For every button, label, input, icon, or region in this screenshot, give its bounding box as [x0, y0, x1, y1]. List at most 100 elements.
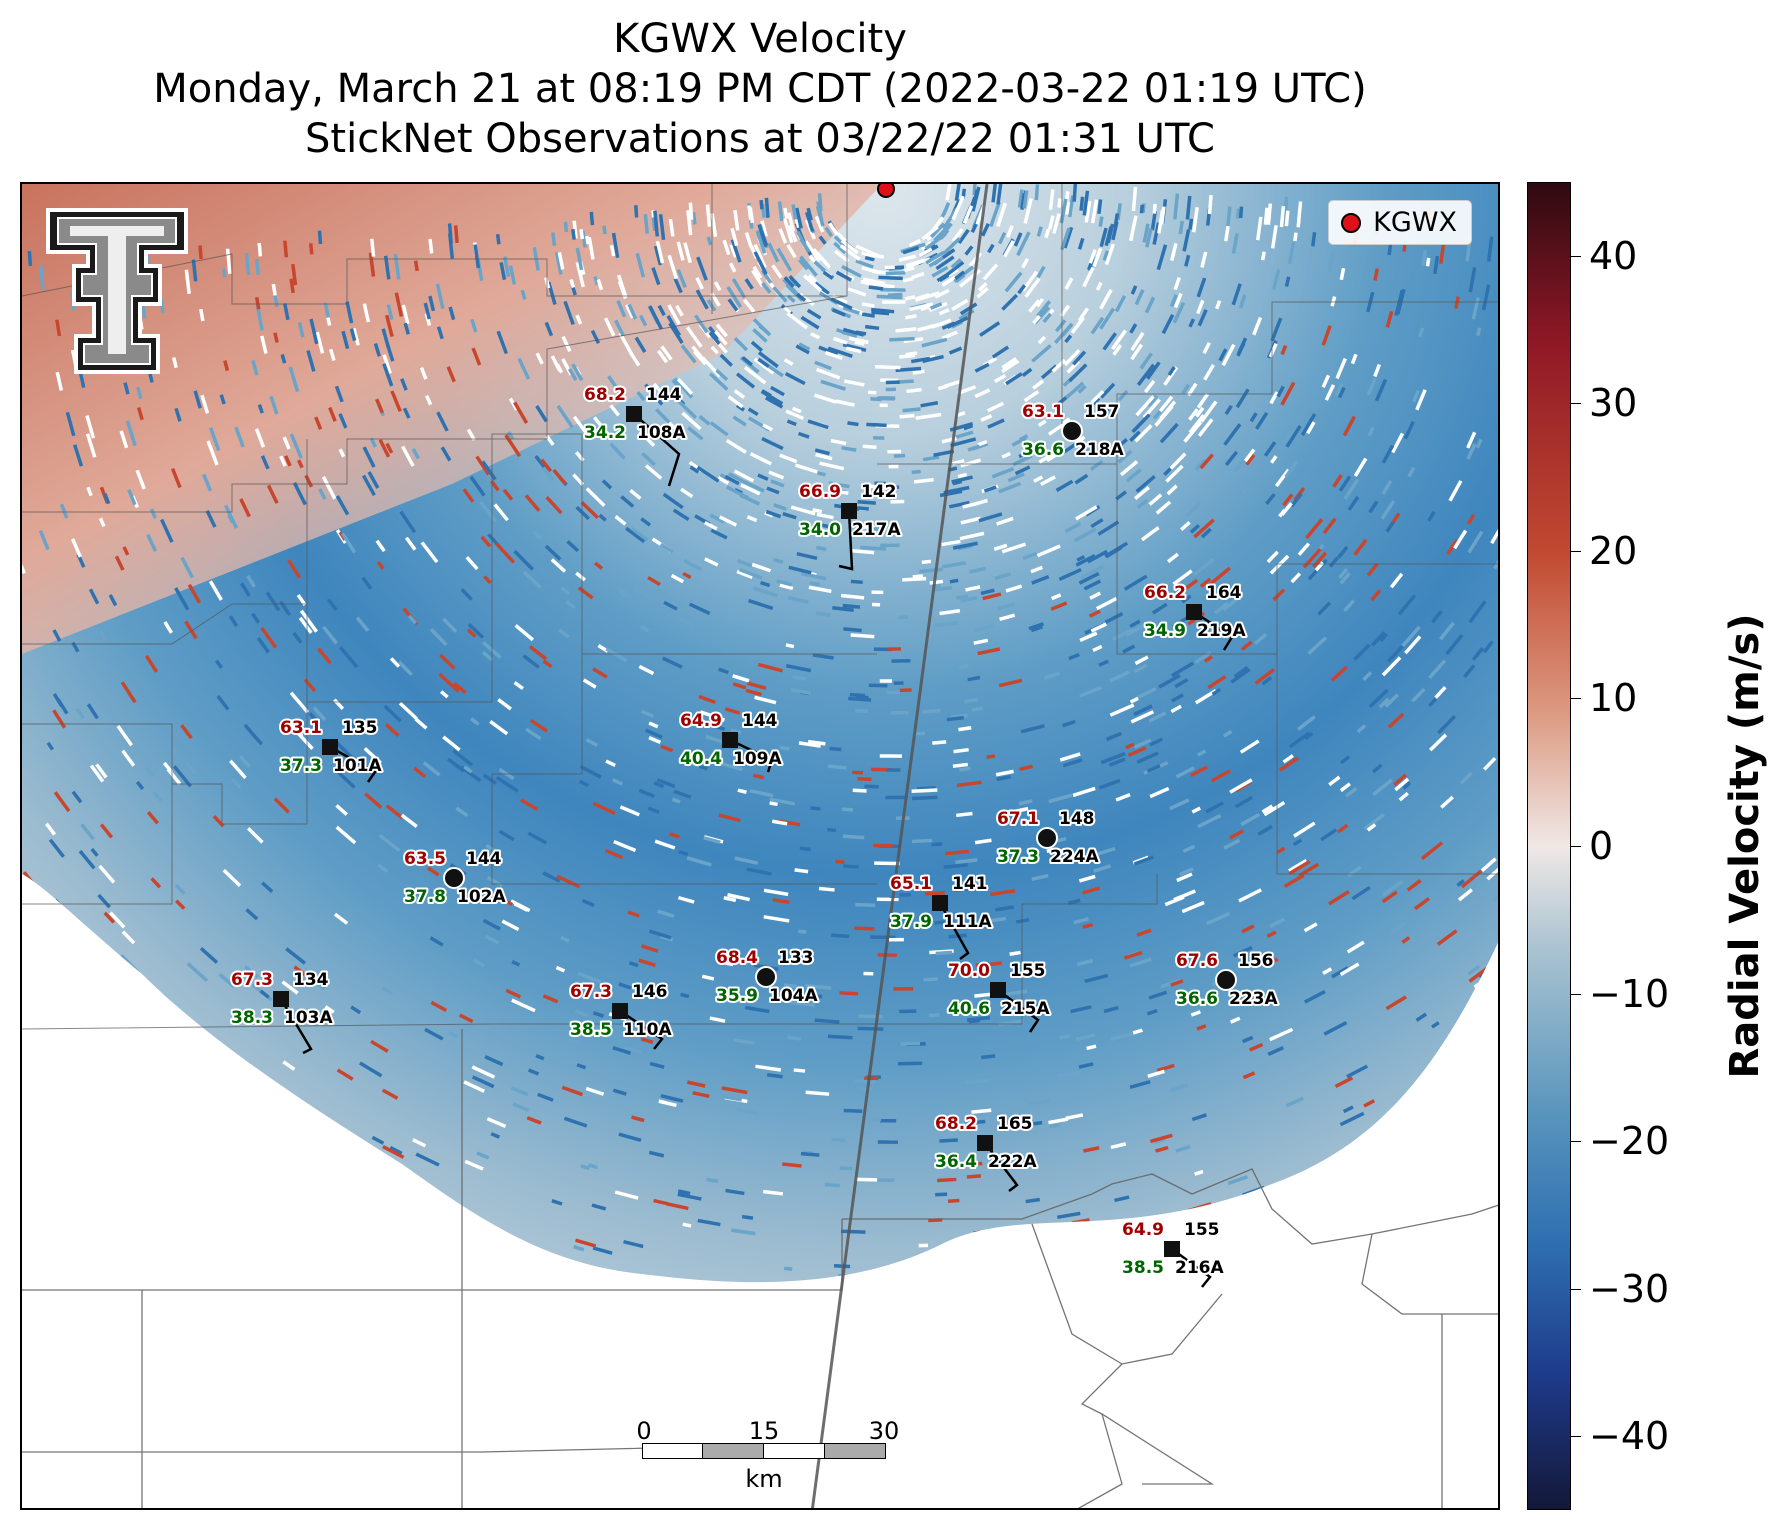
wind-barb	[1193, 610, 1234, 651]
colorbar-tick	[1571, 846, 1581, 847]
station-temperature: 66.2	[1144, 583, 1186, 603]
colorbar-tick	[1571, 698, 1581, 700]
stations-layer: 68.2 144 34.2 108A 63.1 157 36.6 218A 66.9 142 34.…	[229, 383, 1280, 1288]
station-id: 224A	[1050, 847, 1099, 867]
station-temperature: 67.1	[997, 809, 1039, 829]
velocity-field	[22, 184, 1498, 1283]
station-dewpoint: 37.3	[997, 847, 1039, 867]
station-temperature: 70.0	[948, 961, 990, 981]
colorbar-tick-label: 30	[1589, 381, 1638, 426]
station-pressure: 144	[466, 849, 502, 869]
colorbar-gradient	[1527, 182, 1571, 1510]
wind-barb	[838, 510, 854, 571]
wind-barb	[1171, 1247, 1212, 1288]
texas-tech-double-t-logo	[46, 208, 188, 374]
station-id: 103A	[284, 1008, 333, 1028]
station-temperature: 68.2	[584, 385, 626, 405]
station-temperature: 67.3	[231, 970, 273, 990]
station-id: 223A	[1229, 989, 1278, 1009]
scale-label-30: 30	[868, 1417, 900, 1445]
scale-label-15: 15	[748, 1417, 780, 1445]
station-pressure: 164	[1206, 583, 1242, 603]
station-id: 101A	[333, 756, 382, 776]
station-108A: 68.2 144 34.2 108A	[582, 383, 688, 487]
station-marker-square	[932, 895, 948, 911]
station-pressure: 148	[1059, 809, 1095, 829]
station-dewpoint: 36.6	[1176, 989, 1218, 1009]
title-radar: KGWX Velocity	[613, 16, 907, 62]
station-dewpoint: 34.0	[799, 520, 841, 540]
colorbar-tick	[1571, 1288, 1581, 1290]
station-pressure: 155	[1184, 1220, 1220, 1240]
scale-segment	[702, 1443, 764, 1459]
station-marker-circle	[1061, 420, 1083, 442]
station-103A: 67.3 134 38.3 103A	[229, 968, 335, 1055]
station-dewpoint: 40.6	[948, 999, 990, 1019]
station-temperature: 66.9	[799, 482, 841, 502]
station-217A: 66.9 142 34.0 217A	[797, 480, 903, 571]
colorbar-tick	[1571, 1141, 1581, 1143]
title-time: Monday, March 21 at 08:19 PM CDT (2022-0…	[153, 66, 1367, 112]
scale-segment	[642, 1443, 703, 1459]
station-temperature: 63.1	[280, 718, 322, 738]
scale-segment	[824, 1443, 886, 1459]
station-223A: 67.6 156 36.6 223A	[1174, 949, 1280, 1011]
station-pressure: 134	[293, 970, 329, 990]
map-legend: KGWX	[1328, 200, 1472, 245]
scale-label-0: 0	[636, 1417, 652, 1445]
wind-barb	[997, 989, 1040, 1033]
station-pressure: 156	[1238, 951, 1274, 971]
station-dewpoint: 37.3	[280, 756, 322, 776]
colorbar-tick	[1571, 993, 1581, 995]
station-marker-circle	[755, 966, 777, 988]
colorbar-tick	[1571, 1436, 1581, 1438]
colorbar-title: Radial Velocity (m/s)	[1722, 613, 1768, 1079]
station-temperature: 65.1	[890, 874, 932, 894]
station-marker-circle	[1215, 969, 1237, 991]
station-marker-square	[722, 732, 738, 748]
station-temperature: 68.2	[935, 1114, 977, 1134]
station-218A: 63.1 157 36.6 218A	[1020, 400, 1126, 462]
station-id: 222A	[988, 1152, 1037, 1172]
station-id: 110A	[623, 1020, 672, 1040]
station-id: 102A	[457, 887, 506, 907]
station-224A: 67.1 148 37.3 224A	[995, 807, 1101, 869]
map-canvas: 68.2 144 34.2 108A 63.1 157 36.6 218A 66.9 142 34.…	[22, 184, 1498, 1508]
station-marker-square	[1164, 1241, 1180, 1257]
station-marker-square	[990, 982, 1006, 998]
station-id: 219A	[1197, 621, 1246, 641]
station-temperature: 67.6	[1176, 951, 1218, 971]
radar-site-legend-marker	[1341, 212, 1362, 233]
station-pressure: 133	[778, 948, 814, 968]
radar-site-marker	[877, 184, 895, 198]
station-215A: 70.0 155 40.6 215A	[946, 959, 1052, 1033]
colorbar-tick-label: −40	[1589, 1414, 1670, 1459]
legend-label: KGWX	[1373, 207, 1457, 238]
station-110A: 67.3 146 38.5 110A	[568, 980, 674, 1050]
colorbar: 40 30 20 10 0 −10 −20 −30 −40 Radial Velocity (m…	[1527, 182, 1773, 1510]
station-dewpoint: 34.2	[584, 423, 626, 443]
wind-barb	[279, 998, 313, 1055]
colorbar-tick	[1571, 255, 1581, 257]
colorbar-tick	[1571, 550, 1581, 552]
station-216A: 64.9 155 38.5 216A	[1120, 1218, 1226, 1288]
colorbar-tick-label: −30	[1589, 1266, 1670, 1311]
station-dewpoint: 36.6	[1022, 440, 1064, 460]
colorbar-tick	[1571, 403, 1581, 405]
station-102A: 63.5 144 37.8 102A	[402, 847, 508, 909]
wind-barb	[984, 1142, 1019, 1192]
station-pressure: 157	[1084, 402, 1120, 422]
station-dewpoint: 37.9	[890, 912, 932, 932]
station-pressure: 135	[342, 718, 378, 738]
station-temperature: 64.9	[1122, 1220, 1164, 1240]
station-pressure: 141	[952, 874, 988, 894]
station-id: 218A	[1075, 440, 1124, 460]
station-temperature: 63.5	[404, 849, 446, 869]
station-104A: 68.4 133 35.9 104A	[714, 946, 820, 1008]
station-111A: 65.1 141 37.9 111A	[888, 872, 994, 960]
scale-unit: km	[745, 1465, 783, 1493]
station-temperature: 67.3	[570, 982, 612, 1002]
station-marker-square	[1186, 604, 1202, 620]
colorbar-tick-label: −20	[1589, 1119, 1670, 1164]
station-id: 104A	[769, 986, 818, 1006]
